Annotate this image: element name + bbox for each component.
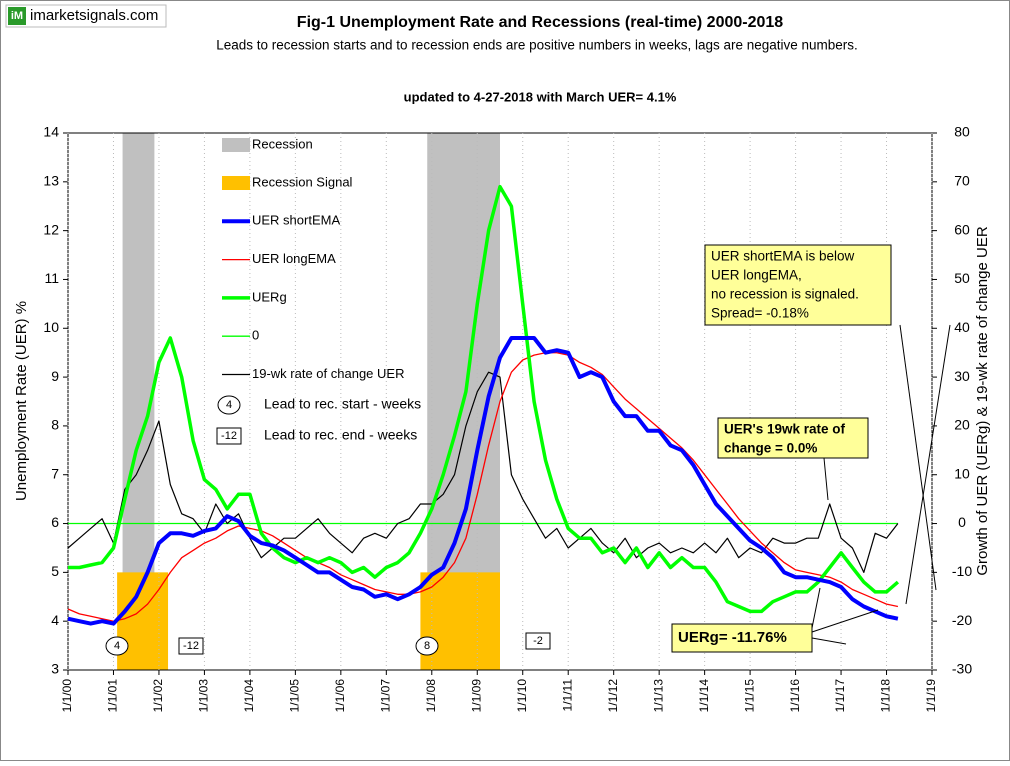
x-tick-label: 1/1/17: [833, 679, 847, 713]
y-tick-label: 5: [51, 563, 59, 579]
annotation-box: [704, 244, 892, 326]
x-tick-label: 1/1/19: [924, 679, 938, 713]
lead-key-label: -2: [533, 635, 543, 647]
annotation-arrow: [905, 324, 951, 605]
x-tick-label: 1/1/15: [742, 679, 756, 713]
annotation-box: [717, 417, 869, 459]
lead-key-label: 4: [114, 640, 120, 652]
annotation-arrow: [899, 324, 937, 591]
y-tick-label: 11: [44, 270, 59, 286]
annotation-arrow: [811, 587, 821, 629]
y2-tick-label: -20: [952, 612, 972, 628]
y-tick-label: 4: [51, 612, 59, 628]
y2-tick-label: 20: [954, 417, 970, 433]
x-tick-label: 1/1/01: [106, 679, 120, 713]
lag-key: [216, 427, 242, 445]
annotation-text: UER longEMA,: [711, 268, 802, 283]
x-tick-label: 1/1/09: [469, 679, 483, 713]
annotation-arrow: [823, 457, 829, 501]
legend-label: UER longEMA: [252, 251, 336, 266]
y2-tick-label: 80: [954, 124, 970, 140]
series-line: [67, 371, 899, 573]
y-tick-label: 7: [51, 465, 59, 481]
x-tick-label: 1/1/07: [378, 679, 392, 713]
y2-tick-label: 10: [954, 465, 970, 481]
chart-note: updated to 4-27-2018 with March UER= 4.1…: [404, 89, 677, 104]
x-tick-label: 1/1/12: [606, 679, 620, 713]
x-tick-label: 1/1/02: [151, 679, 165, 713]
logo-mark: iM: [11, 10, 23, 22]
annotation-arrow: [811, 609, 879, 633]
x-tick-label: 1/1/04: [242, 679, 256, 713]
y2-tick-label: 40: [954, 319, 970, 335]
legend-label: Recession Signal: [252, 174, 353, 189]
lag-key: [525, 632, 551, 650]
y2-tick-label: 70: [954, 173, 970, 189]
x-tick-label: 1/1/03: [197, 679, 211, 713]
annotation-text: change = 0.0%: [724, 441, 817, 456]
annotation-arrow: [811, 637, 847, 645]
legend-label: Lead to rec. start - weeks: [264, 396, 421, 412]
lead-key-label: 8: [424, 640, 430, 652]
legend-label: 19-wk rate of change UER: [252, 366, 404, 381]
y2-tick-label: 0: [958, 514, 966, 530]
lead-key-label: -12: [221, 430, 237, 442]
y-tick-label: 14: [43, 124, 59, 140]
legend-label: Recession: [252, 136, 313, 151]
x-tick-label: 1/1/11: [560, 679, 574, 712]
y-axis-label: Unemployment Rate (UER) %: [13, 301, 30, 501]
legend-label: 0: [252, 328, 259, 343]
series-line: [67, 352, 899, 622]
chart-title: Fig-1 Unemployment Rate and Recessions (…: [297, 14, 783, 31]
series-line: [67, 336, 899, 626]
y-tick-label: 6: [51, 514, 59, 530]
x-tick-label: 1/1/18: [879, 679, 893, 713]
y-tick-label: 13: [43, 173, 59, 189]
legend-label: UERg: [252, 289, 287, 304]
annotation-text: UER's 19wk rate of: [724, 422, 846, 437]
annotation-text: Spread= -0.18%: [711, 306, 809, 321]
annotation-box: [671, 623, 813, 653]
y2-tick-label: -30: [952, 661, 972, 677]
logo-text: imarketsignals.com: [30, 7, 158, 24]
y2-tick-label: 30: [954, 368, 970, 384]
annotation-text: no recession is signaled.: [711, 287, 859, 302]
legend-swatch: [222, 138, 250, 152]
y2-axis-label: Growth of UER (UERg) & 19-wk rate of cha…: [974, 226, 991, 575]
x-tick-label: 1/1/00: [60, 679, 74, 713]
chart-subtitle: Leads to recession starts and to recessi…: [216, 38, 858, 53]
lag-key: [178, 637, 204, 655]
lead-key-label: 4: [226, 399, 232, 411]
y2-tick-label: 50: [954, 270, 970, 286]
lead-key-label: -12: [183, 640, 199, 652]
y-tick-label: 10: [43, 319, 59, 335]
y2-tick-label: -10: [952, 563, 972, 579]
x-tick-label: 1/1/06: [333, 679, 347, 713]
x-tick-label: 1/1/08: [424, 679, 438, 713]
annotation-text: UERg= -11.76%: [678, 629, 787, 646]
lead-key: [415, 636, 439, 656]
x-tick-label: 1/1/05: [288, 679, 302, 713]
logo-mark-bg: [8, 7, 26, 25]
logo-box: [5, 4, 167, 28]
y-tick-label: 3: [51, 661, 59, 677]
series-line: [68, 184, 900, 614]
legend-label: Lead to rec. end - weeks: [264, 427, 417, 443]
x-tick-label: 1/1/16: [788, 679, 802, 713]
lead-key: [217, 395, 241, 415]
annotation-text: UER shortEMA is below: [711, 249, 855, 264]
legend-swatch: [222, 176, 250, 190]
x-tick-label: 1/1/10: [515, 679, 529, 713]
y-tick-label: 12: [43, 221, 59, 237]
x-tick-label: 1/1/14: [697, 679, 711, 713]
legend-label: UER shortEMA: [252, 213, 340, 228]
x-tick-label: 1/1/13: [651, 679, 665, 713]
lead-key: [105, 636, 129, 656]
y2-tick-label: 60: [954, 221, 970, 237]
y-tick-label: 9: [51, 368, 59, 384]
y-tick-label: 8: [51, 417, 59, 433]
